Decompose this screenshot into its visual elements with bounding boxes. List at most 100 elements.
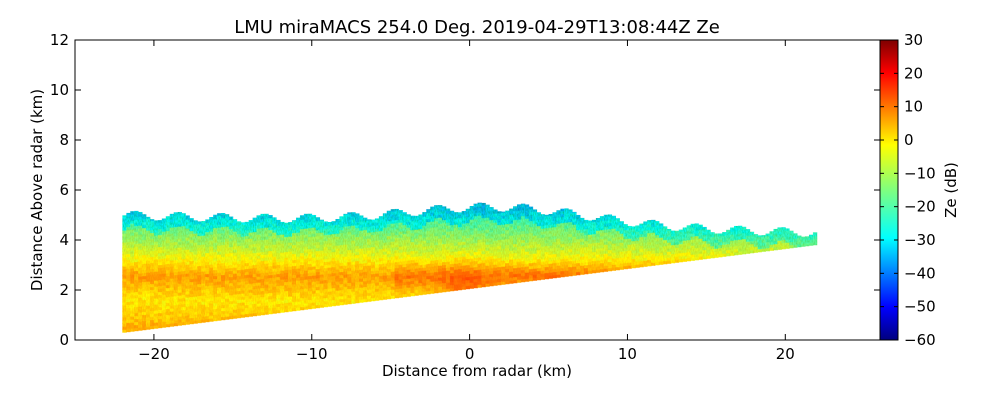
reflectivity-cell	[481, 226, 486, 231]
reflectivity-cell	[426, 233, 431, 238]
reflectivity-cell	[655, 261, 660, 266]
reflectivity-cell	[134, 237, 139, 242]
reflectivity-cell	[244, 241, 250, 246]
reflectivity-cell	[347, 267, 352, 272]
reflectivity-cell	[363, 244, 368, 249]
reflectivity-cell	[481, 214, 486, 219]
reflectivity-cell	[288, 290, 293, 294]
reflectivity-cell	[153, 253, 159, 257]
reflectivity-cell	[441, 240, 447, 245]
reflectivity-cell	[244, 301, 250, 306]
reflectivity-cell	[580, 262, 585, 266]
reflectivity-cell	[142, 254, 147, 259]
reflectivity-cell	[149, 307, 155, 312]
reflectivity-cell	[745, 232, 751, 236]
reflectivity-cell	[438, 289, 443, 293]
reflectivity-cell	[130, 292, 135, 296]
reflectivity-cell	[331, 245, 336, 250]
reflectivity-cell	[205, 231, 210, 236]
reflectivity-cell	[426, 242, 431, 247]
reflectivity-cell	[303, 246, 309, 250]
reflectivity-cell	[347, 249, 352, 254]
reflectivity-cell	[402, 215, 407, 220]
reflectivity-cell	[224, 229, 230, 233]
reflectivity-cell	[572, 254, 577, 258]
reflectivity-cell	[473, 206, 478, 211]
reflectivity-cell	[142, 242, 147, 247]
reflectivity-cell	[146, 248, 151, 252]
reflectivity-cell	[540, 234, 545, 238]
reflectivity-cell	[295, 301, 301, 305]
reflectivity-cell	[146, 254, 151, 258]
reflectivity-cell	[367, 274, 372, 278]
reflectivity-cell	[627, 241, 632, 245]
reflectivity-cell	[256, 258, 261, 262]
reflectivity-cell	[390, 232, 396, 236]
colorbar-tick-label: −20	[904, 198, 936, 216]
reflectivity-cell	[659, 231, 664, 235]
reflectivity-cell	[635, 255, 640, 259]
reflectivity-cell	[489, 228, 494, 233]
reflectivity-cell	[595, 236, 601, 240]
reflectivity-cell	[142, 311, 147, 316]
reflectivity-cell	[430, 245, 435, 249]
reflectivity-cell	[224, 241, 230, 245]
reflectivity-cell	[228, 297, 234, 302]
reflectivity-cell	[584, 219, 589, 224]
reflectivity-cell	[363, 220, 368, 225]
reflectivity-cell	[469, 222, 474, 226]
reflectivity-cell	[193, 293, 198, 297]
reflectivity-cell	[457, 253, 463, 258]
reflectivity-cell	[477, 275, 482, 279]
reflectivity-cell	[213, 233, 218, 238]
reflectivity-cell	[370, 240, 376, 245]
reflectivity-cell	[449, 227, 455, 232]
reflectivity-cell	[509, 223, 514, 227]
reflectivity-cell	[122, 263, 127, 267]
reflectivity-cell	[169, 314, 175, 318]
reflectivity-cell	[493, 252, 498, 256]
reflectivity-cell	[130, 265, 135, 269]
reflectivity-cell	[690, 233, 695, 237]
reflectivity-cell	[414, 215, 419, 218]
reflectivity-cell	[359, 236, 364, 240]
reflectivity-cell	[509, 244, 514, 248]
reflectivity-cell	[374, 225, 380, 229]
reflectivity-cell	[236, 293, 242, 298]
reflectivity-cell	[181, 303, 186, 308]
reflectivity-cell	[587, 270, 593, 274]
reflectivity-cell	[193, 308, 198, 312]
reflectivity-cell	[185, 303, 190, 307]
reflectivity-cell	[580, 220, 585, 224]
reflectivity-cell	[181, 306, 186, 311]
reflectivity-cell	[236, 257, 242, 262]
reflectivity-cell	[359, 251, 364, 255]
reflectivity-cell	[441, 210, 447, 215]
reflectivity-cell	[745, 238, 751, 242]
reflectivity-cell	[236, 272, 242, 277]
reflectivity-cell	[493, 210, 498, 214]
reflectivity-cell	[236, 230, 242, 235]
reflectivity-cell	[493, 209, 498, 211]
reflectivity-cell	[149, 301, 155, 306]
reflectivity-cell	[284, 278, 289, 283]
reflectivity-cell	[209, 303, 214, 307]
reflectivity-cell	[280, 282, 285, 286]
reflectivity-cell	[126, 304, 131, 309]
reflectivity-cell	[726, 249, 731, 254]
reflectivity-cell	[185, 309, 190, 313]
reflectivity-cell	[414, 286, 419, 290]
reflectivity-cell	[138, 273, 143, 277]
reflectivity-cell	[438, 208, 443, 212]
reflectivity-cell	[430, 209, 435, 213]
reflectivity-cell	[540, 219, 545, 223]
reflectivity-cell	[386, 253, 392, 258]
reflectivity-cell	[142, 320, 147, 325]
reflectivity-cell	[386, 211, 392, 216]
reflectivity-cell	[268, 241, 273, 246]
reflectivity-cell	[359, 224, 364, 228]
reflectivity-cell	[236, 299, 242, 304]
reflectivity-cell	[367, 289, 372, 293]
reflectivity-cell	[122, 287, 127, 291]
reflectivity-cell	[319, 265, 325, 269]
